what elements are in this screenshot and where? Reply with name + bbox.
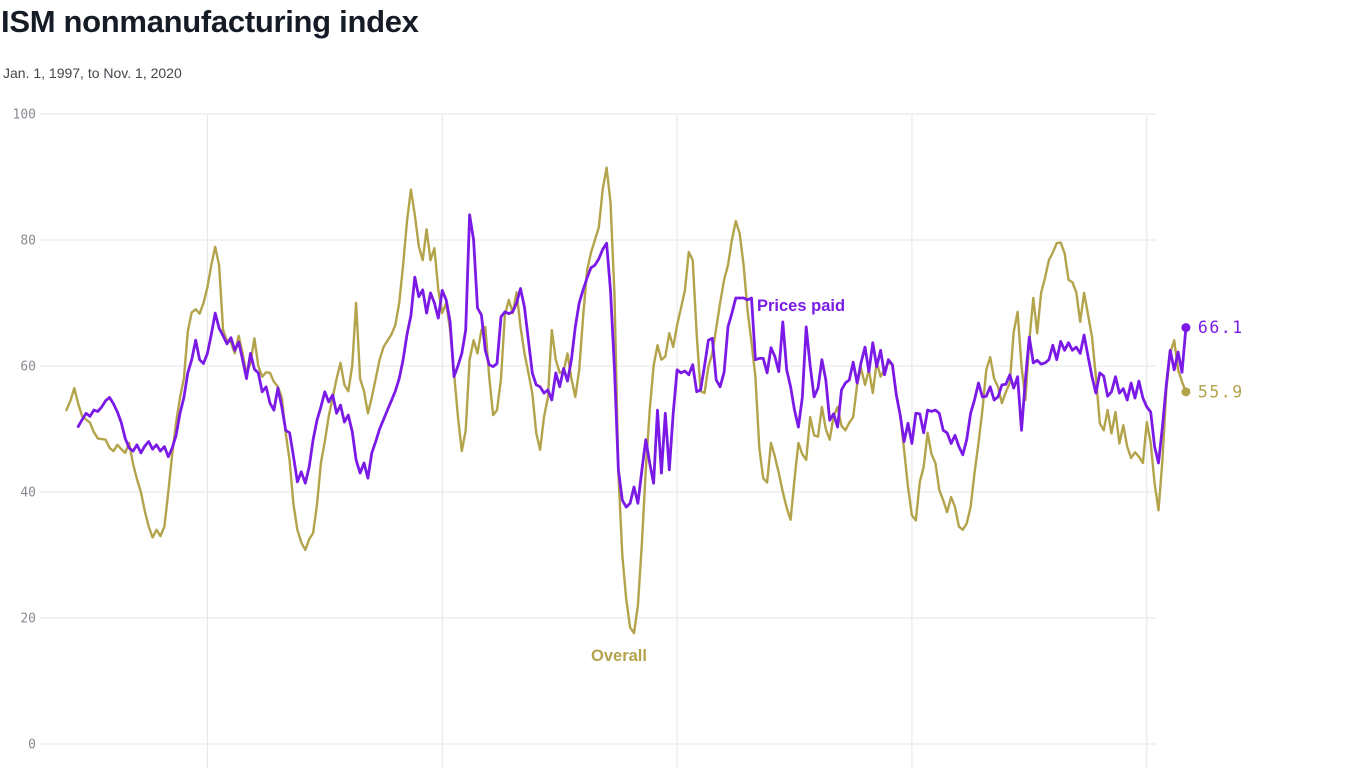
series-label-overall: Overall: [591, 647, 647, 665]
y-axis-tick-label: 40: [20, 486, 36, 501]
page-title: ISM nonmanufacturing index: [1, 4, 419, 39]
y-axis-tick-label: 60: [20, 360, 36, 375]
series-line-prices-paid: [76, 213, 1188, 509]
y-axis-tick-label: 20: [20, 612, 36, 627]
chart-subtitle: Jan. 1, 1997, to Nov. 1, 2020: [3, 65, 182, 81]
series-label-prices-paid: Prices paid: [757, 297, 845, 315]
series-end-dot-prices-paid: [1181, 323, 1191, 333]
series-end-value-prices-paid: 66.1: [1198, 318, 1244, 337]
y-axis-tick-label: 80: [20, 234, 36, 249]
y-axis-tick-label: 100: [13, 108, 36, 123]
y-axis-tick-label: 0: [28, 738, 36, 753]
series-end-dot-overall: [1181, 387, 1191, 397]
series-end-value-overall: 55.9: [1198, 382, 1244, 401]
